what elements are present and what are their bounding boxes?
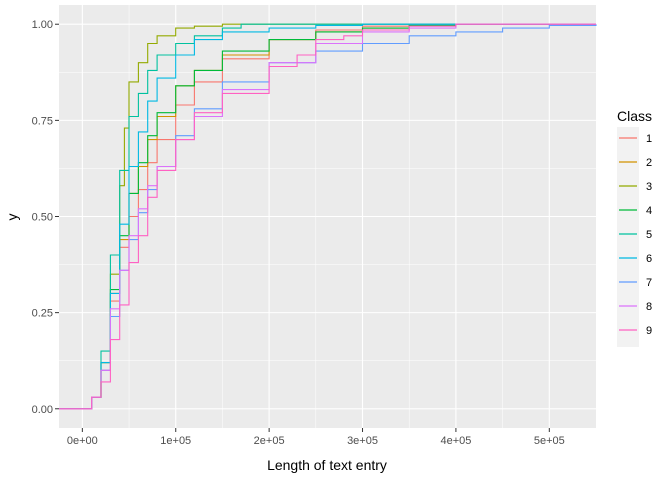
x-axis-title: Length of text entry [267, 457, 387, 473]
legend-label-7: 7 [646, 277, 652, 289]
legend: Class 1 2 3 4 5 6 7 8 9 [617, 108, 652, 347]
y-tick-label: 0.00 [32, 404, 53, 416]
axes: 0e+00 1e+05 2e+05 3e+05 4e+05 5e+05 0.00 0.25 0.… [32, 19, 565, 447]
legend-label-9: 9 [646, 325, 652, 337]
series-8-line [59, 23, 596, 410]
legend-label-2: 2 [646, 157, 652, 169]
y-tick-label: 0.25 [32, 308, 53, 320]
legend-label-5: 5 [646, 229, 652, 241]
x-tick-label: 0e+00 [67, 435, 98, 447]
legend-label-4: 4 [646, 205, 652, 217]
x-tick-label: 4e+05 [440, 435, 471, 447]
legend-title: Class [617, 108, 652, 124]
series-layer [59, 23, 597, 410]
legend-label-6: 6 [646, 253, 652, 265]
legend-label-1: 1 [646, 133, 652, 145]
x-tick-label: 1e+05 [160, 435, 191, 447]
y-tick-label: 1.00 [32, 19, 53, 31]
series-9-line [59, 23, 596, 410]
legend-label-8: 8 [646, 301, 652, 313]
x-tick-label: 5e+05 [534, 435, 565, 447]
y-axis-title: y [4, 214, 20, 221]
legend-label-3: 3 [646, 181, 652, 193]
series-6-line [59, 23, 596, 410]
y-tick-label: 0.75 [32, 115, 53, 127]
x-tick-label: 2e+05 [254, 435, 285, 447]
y-tick-label: 0.50 [32, 212, 53, 224]
x-tick-label: 3e+05 [347, 435, 378, 447]
legend-items: 1 2 3 4 5 6 7 8 9 [617, 127, 652, 347]
